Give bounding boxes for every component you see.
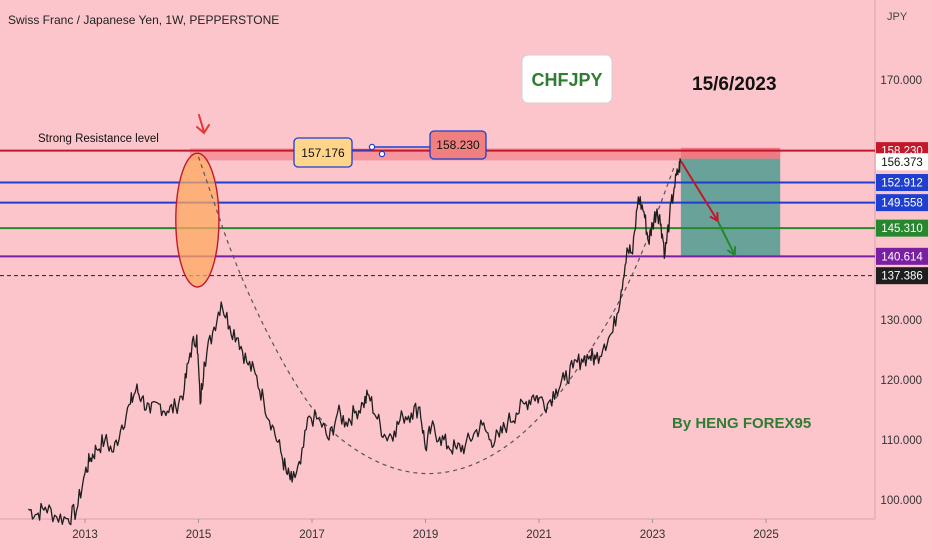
callout-left-box: 157.176	[293, 137, 353, 168]
time-axis-ticks: 2013 2015 2017 2019 2021 2023 2025	[72, 519, 779, 541]
peak-highlight-ellipse	[175, 152, 220, 288]
level-label-box	[876, 153, 928, 171]
peak-marker-arrow	[196, 114, 210, 135]
highlight-ellipse-layer	[175, 152, 220, 288]
resistance-label: Strong Resistance level	[38, 133, 159, 145]
time-axis-background	[0, 519, 875, 550]
level-label-text: 137.386	[881, 271, 923, 283]
time-tick-label: 2015	[186, 529, 212, 541]
projection-arrowhead-1	[726, 246, 737, 258]
projection-arrow-0	[680, 160, 719, 222]
level-price-labels: 158.230156.373152.912149.558145.310140.6…	[876, 142, 928, 285]
ticker-box-label: CHFJPY	[531, 70, 602, 90]
level-label-box	[876, 219, 928, 237]
level-label-box	[876, 267, 928, 285]
price-series-line	[27, 158, 682, 526]
level-label-box	[876, 247, 928, 265]
plot-background	[0, 0, 875, 519]
time-tick-label: 2013	[72, 529, 98, 541]
callout-left-value: 157.176	[301, 146, 345, 160]
level-label-box	[876, 194, 928, 212]
level-label-text: 156.373	[881, 157, 923, 169]
level-label-box	[876, 174, 928, 192]
time-tick-label: 2021	[526, 529, 552, 541]
callout-right-box: 158.230	[429, 130, 487, 160]
short-position-layer	[680, 147, 781, 257]
date-annotation: 15/6/2023	[692, 74, 777, 95]
price-tick-label: 110.000	[881, 435, 922, 447]
chart-title: Swiss Franc / Japanese Yen, 1W, PEPPERST…	[8, 13, 279, 27]
time-tick-label: 2023	[640, 529, 666, 541]
callout-right-value: 158.230	[436, 138, 480, 152]
ticker-box: CHFJPY	[521, 54, 613, 104]
level-label-text: 140.614	[881, 251, 923, 263]
price-tick-label: 170.000	[880, 75, 922, 87]
price-tick-label: 130.000	[880, 315, 922, 327]
time-tick-label: 2017	[299, 529, 325, 541]
projection-arrows-layer	[680, 160, 737, 258]
price-axis-ticks: 100.000 110.000 120.000 130.000 170.000	[880, 75, 922, 507]
price-tick-label: 120.000	[880, 375, 922, 387]
price-callout-connector	[352, 143, 432, 158]
level-label-text: 149.558	[881, 198, 923, 210]
stop-zone	[680, 147, 781, 159]
time-tick-label: 2019	[413, 529, 439, 541]
price-tick-label: 100.000	[880, 495, 922, 507]
price-axis-unit: JPY	[887, 11, 908, 23]
target-zone	[680, 158, 781, 257]
level-label-text: 152.912	[881, 178, 923, 190]
rounding-bottom-guide-curve	[197, 156, 676, 475]
projection-arrow-1	[716, 220, 736, 256]
level-label-text: 145.310	[881, 223, 923, 235]
time-tick-label: 2025	[753, 529, 779, 541]
author-annotation: By HENG FOREX95	[672, 415, 811, 432]
